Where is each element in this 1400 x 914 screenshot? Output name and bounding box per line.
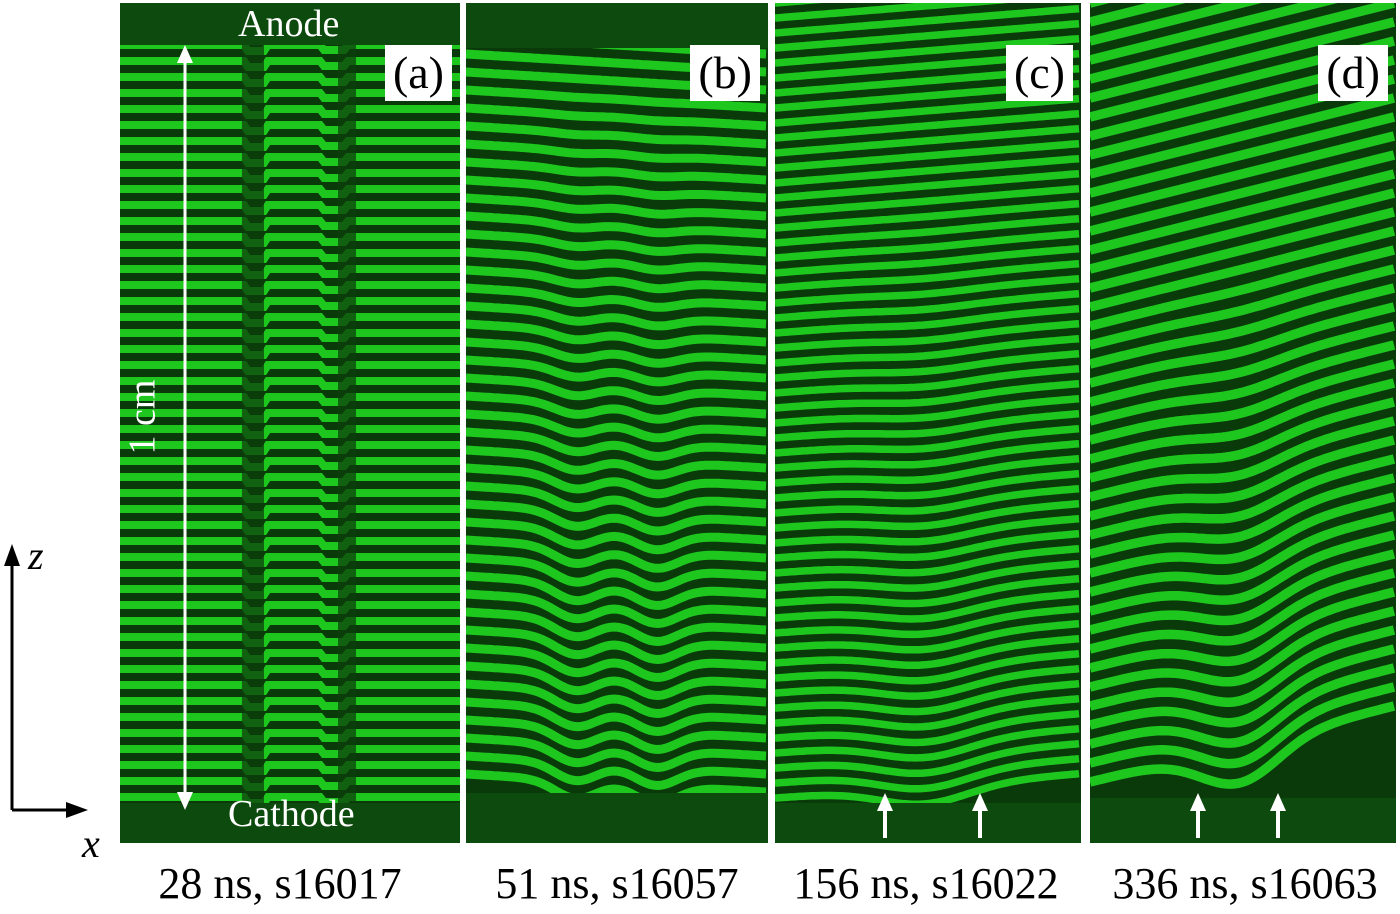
x-axis-label: x bbox=[82, 821, 100, 866]
fringe-image-d bbox=[1090, 3, 1396, 843]
fringe-image-a bbox=[120, 3, 460, 843]
panel-b-label: (b) bbox=[690, 45, 760, 101]
marker-arrow bbox=[877, 793, 893, 838]
panel-b: (b) bbox=[466, 3, 768, 843]
marker-arrow bbox=[972, 793, 988, 838]
z-axis-label: z bbox=[28, 533, 44, 578]
marker-arrow bbox=[1190, 793, 1206, 838]
scale-bar-label: 1 cm bbox=[121, 379, 164, 455]
anode-label: Anode bbox=[238, 3, 340, 45]
axes-arrows bbox=[4, 544, 88, 818]
scale-bar-arrow bbox=[177, 45, 193, 810]
fringe-image-b bbox=[466, 3, 768, 843]
panel-d-label: (d) bbox=[1318, 45, 1388, 101]
coordinate-axes: z x bbox=[0, 533, 110, 870]
panel-d: (d) bbox=[1090, 3, 1396, 843]
fringe-image-c bbox=[775, 3, 1081, 843]
panel-c-label: (c) bbox=[1005, 45, 1073, 101]
caption-b: 51 ns, s16057 bbox=[495, 859, 739, 908]
panel-c: (c) bbox=[775, 3, 1081, 843]
caption-a: 28 ns, s16017 bbox=[158, 859, 402, 908]
marker-arrow bbox=[1270, 793, 1286, 838]
panel-a: (a) bbox=[120, 3, 460, 843]
caption-d: 336 ns, s16063 bbox=[1112, 859, 1378, 908]
caption-c: 156 ns, s16022 bbox=[793, 859, 1059, 908]
cathode-label: Cathode bbox=[228, 793, 355, 835]
panel-a-label: (a) bbox=[384, 45, 452, 101]
